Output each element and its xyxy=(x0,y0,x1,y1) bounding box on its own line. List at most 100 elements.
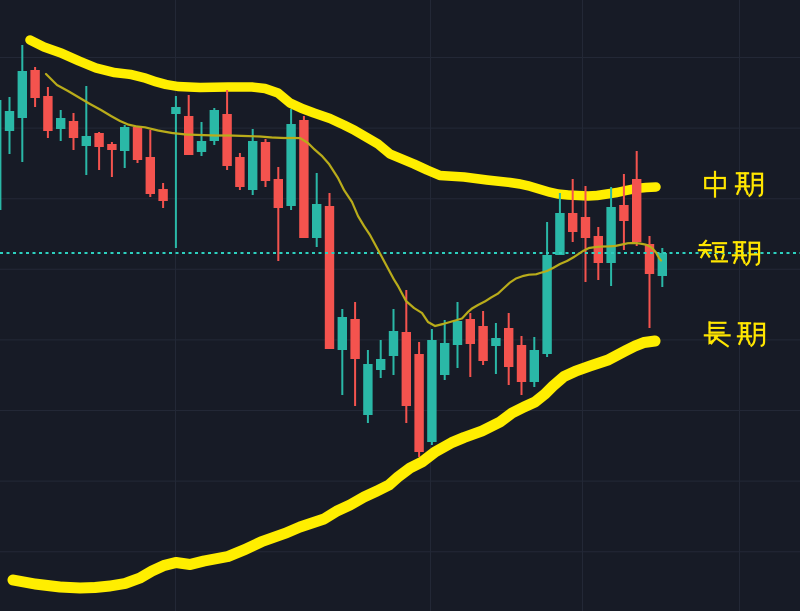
candle xyxy=(619,174,629,250)
candle xyxy=(632,151,642,246)
candle-wick xyxy=(98,132,101,170)
line-labels xyxy=(697,170,766,348)
candle xyxy=(94,132,104,170)
glyph-stroke xyxy=(749,322,756,348)
glyph-stroke xyxy=(748,241,761,266)
candle xyxy=(414,342,424,457)
mid-term-band xyxy=(25,35,661,201)
candle-body xyxy=(491,338,501,346)
candle xyxy=(107,142,117,177)
candle-wick xyxy=(648,236,651,328)
candle xyxy=(555,193,565,255)
candle-body xyxy=(158,189,168,201)
candle xyxy=(0,100,2,210)
candle-body xyxy=(516,345,527,382)
candle xyxy=(337,309,347,395)
candle-body xyxy=(401,332,411,406)
glyph-stroke xyxy=(737,337,743,346)
candle xyxy=(504,313,514,385)
candle xyxy=(145,130,155,197)
label-char xyxy=(697,239,729,263)
candle xyxy=(30,67,40,107)
candle-body xyxy=(260,142,271,181)
candle-body xyxy=(644,244,655,274)
candle-body xyxy=(43,96,53,131)
candle-wick xyxy=(277,167,280,261)
candle-body xyxy=(465,319,475,344)
candle xyxy=(132,127,143,163)
short-term-line xyxy=(44,72,663,328)
candle xyxy=(56,110,66,141)
candle xyxy=(324,193,335,349)
glyph-stroke xyxy=(741,256,747,265)
candle xyxy=(580,186,591,282)
candle-body xyxy=(299,120,309,238)
candle xyxy=(657,248,667,287)
candle-body xyxy=(542,255,552,354)
candle-body xyxy=(17,71,27,118)
candle-wick xyxy=(174,96,177,248)
candle xyxy=(17,45,27,162)
candle xyxy=(529,337,539,387)
candle-body xyxy=(632,179,642,242)
candle-body xyxy=(209,110,219,141)
candle xyxy=(312,173,322,247)
candle-body xyxy=(235,157,245,187)
candle xyxy=(286,109,296,210)
candle-body xyxy=(350,319,360,359)
candle xyxy=(248,129,258,195)
candle-body xyxy=(286,124,296,206)
candle xyxy=(376,340,386,378)
candle xyxy=(68,113,79,150)
candle-wick xyxy=(341,309,344,395)
candle-wick xyxy=(200,122,203,156)
candle-body xyxy=(478,326,488,361)
candle-body xyxy=(56,118,66,129)
candle-body xyxy=(145,157,155,194)
glyph-stroke xyxy=(751,172,764,197)
candle xyxy=(171,96,181,248)
candle-body xyxy=(388,331,399,356)
label-char xyxy=(734,172,764,198)
candle xyxy=(196,122,207,156)
label-char xyxy=(731,241,761,267)
candle xyxy=(452,302,463,368)
candle-body xyxy=(81,136,91,146)
candle xyxy=(235,153,245,190)
candle-body xyxy=(593,236,603,263)
candle-body xyxy=(4,111,15,131)
candle xyxy=(491,323,501,374)
candle-body xyxy=(324,206,335,349)
candle-body xyxy=(30,70,40,98)
candle-body xyxy=(312,204,322,238)
candle-body xyxy=(440,343,450,375)
candle xyxy=(350,302,360,406)
candle xyxy=(644,236,655,328)
glyph-stroke xyxy=(702,239,708,246)
candle-wick xyxy=(469,313,472,377)
candles xyxy=(0,45,667,457)
candle-body xyxy=(376,359,386,370)
glyph-stroke xyxy=(699,248,707,259)
glyph-stroke xyxy=(732,256,738,265)
candle xyxy=(542,222,552,357)
label-long-term xyxy=(703,321,766,348)
candle xyxy=(478,311,488,365)
glyph-stroke xyxy=(720,253,726,261)
candle-body xyxy=(94,133,104,147)
candle xyxy=(260,139,271,187)
glyph-stroke xyxy=(735,187,741,196)
glyph-stroke xyxy=(713,335,730,348)
candle-body xyxy=(0,100,2,210)
candle xyxy=(363,350,373,423)
candle-body xyxy=(568,213,578,232)
candle xyxy=(120,125,130,168)
candle xyxy=(299,116,309,238)
glyph-stroke xyxy=(713,253,719,261)
candle-body xyxy=(529,350,539,382)
candle-body xyxy=(273,179,283,208)
candle xyxy=(606,187,616,286)
